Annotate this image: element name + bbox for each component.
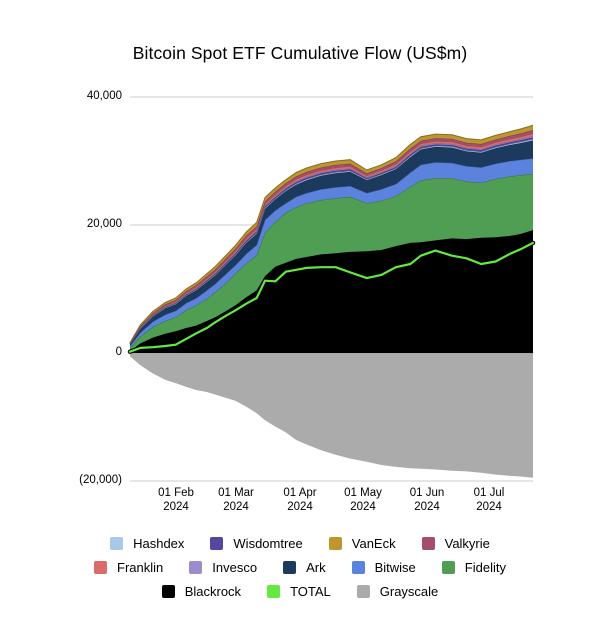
x-tick-may: 01 May 2024 [344,487,382,513]
legend-item-hashdex[interactable]: Hashdex [110,536,184,551]
y-tick-40000: 40,000 [86,90,122,102]
franklin-swatch-icon [94,561,108,574]
legend-item-franklin[interactable]: Franklin [94,560,163,575]
grayscale-swatch-icon [356,585,370,598]
y-tick-20000: 20,000 [86,218,122,230]
invesco-swatch-icon [189,561,203,574]
legend-row-1: Hashdex Wisdomtree VanEck Valkyrie [0,536,600,551]
legend-item-invesco[interactable]: Invesco [189,560,257,575]
valkyrie-swatch-icon [421,537,435,550]
total-swatch-icon [267,585,281,598]
x-tick-jun: 01 Jun 2024 [409,487,445,513]
hashdex-swatch-icon [110,537,124,550]
legend-item-total[interactable]: TOTAL [267,584,331,599]
legend-item-grayscale[interactable]: Grayscale [356,584,438,599]
legend-item-valkyrie[interactable]: Valkyrie [421,536,490,551]
x-tick-mar: 01 Mar 2024 [218,487,254,513]
blackrock-swatch-icon [161,585,175,598]
chart-legend: Hashdex Wisdomtree VanEck Valkyrie Frank… [0,536,600,608]
legend-item-wisdomtree[interactable]: Wisdomtree [210,536,303,551]
legend-row-2: Franklin Invesco Ark Bitwise Fidelity [0,560,600,575]
legend-item-blackrock[interactable]: Blackrock [161,584,241,599]
y-tick-neg-20000: (20,000) [79,474,122,486]
legend-item-ark[interactable]: Ark [283,560,326,575]
legend-item-bitwise[interactable]: Bitwise [351,560,416,575]
y-tick-0: 0 [115,346,122,358]
bitwise-swatch-icon [351,561,365,574]
x-tick-feb: 01 Feb 2024 [158,487,194,513]
wisdomtree-swatch-icon [210,537,224,550]
vaneck-swatch-icon [328,537,342,550]
x-tick-apr: 01 Apr 2024 [283,487,317,513]
chart-title: Bitcoin Spot ETF Cumulative Flow (US$m) [132,43,468,63]
legend-row-3: Blackrock TOTAL Grayscale [0,584,600,599]
fidelity-swatch-icon [441,561,455,574]
legend-item-fidelity[interactable]: Fidelity [441,560,506,575]
ark-swatch-icon [283,561,297,574]
x-tick-jul: 01 Jul 2024 [473,487,505,513]
legend-item-vaneck[interactable]: VanEck [328,536,396,551]
